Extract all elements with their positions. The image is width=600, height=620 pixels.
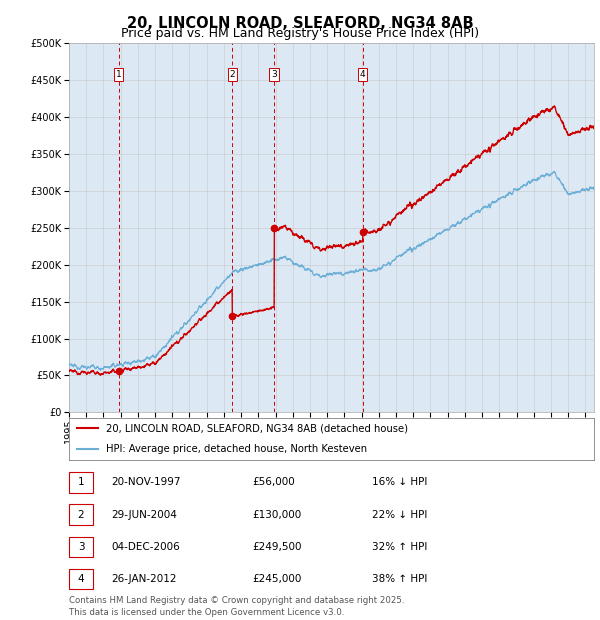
Text: 4: 4 bbox=[77, 574, 85, 584]
Text: 20, LINCOLN ROAD, SLEAFORD, NG34 8AB (detached house): 20, LINCOLN ROAD, SLEAFORD, NG34 8AB (de… bbox=[106, 423, 408, 433]
Text: 4: 4 bbox=[360, 70, 365, 79]
Text: 26-JAN-2012: 26-JAN-2012 bbox=[111, 574, 176, 584]
Text: 04-DEC-2006: 04-DEC-2006 bbox=[111, 542, 180, 552]
Text: £56,000: £56,000 bbox=[252, 477, 295, 487]
Text: 2: 2 bbox=[77, 510, 85, 520]
Text: 20, LINCOLN ROAD, SLEAFORD, NG34 8AB: 20, LINCOLN ROAD, SLEAFORD, NG34 8AB bbox=[127, 16, 473, 30]
Text: Contains HM Land Registry data © Crown copyright and database right 2025.
This d: Contains HM Land Registry data © Crown c… bbox=[69, 596, 404, 617]
Text: 2: 2 bbox=[230, 70, 235, 79]
Text: 38% ↑ HPI: 38% ↑ HPI bbox=[372, 574, 427, 584]
Text: £130,000: £130,000 bbox=[252, 510, 301, 520]
Text: 29-JUN-2004: 29-JUN-2004 bbox=[111, 510, 177, 520]
Text: 3: 3 bbox=[271, 70, 277, 79]
Text: 22% ↓ HPI: 22% ↓ HPI bbox=[372, 510, 427, 520]
Text: Price paid vs. HM Land Registry's House Price Index (HPI): Price paid vs. HM Land Registry's House … bbox=[121, 27, 479, 40]
Text: 1: 1 bbox=[116, 70, 122, 79]
Text: 3: 3 bbox=[77, 542, 85, 552]
Text: 20-NOV-1997: 20-NOV-1997 bbox=[111, 477, 181, 487]
Text: £245,000: £245,000 bbox=[252, 574, 301, 584]
Text: HPI: Average price, detached house, North Kesteven: HPI: Average price, detached house, Nort… bbox=[106, 445, 367, 454]
Text: 32% ↑ HPI: 32% ↑ HPI bbox=[372, 542, 427, 552]
Text: 1: 1 bbox=[77, 477, 85, 487]
Text: 16% ↓ HPI: 16% ↓ HPI bbox=[372, 477, 427, 487]
Text: £249,500: £249,500 bbox=[252, 542, 302, 552]
